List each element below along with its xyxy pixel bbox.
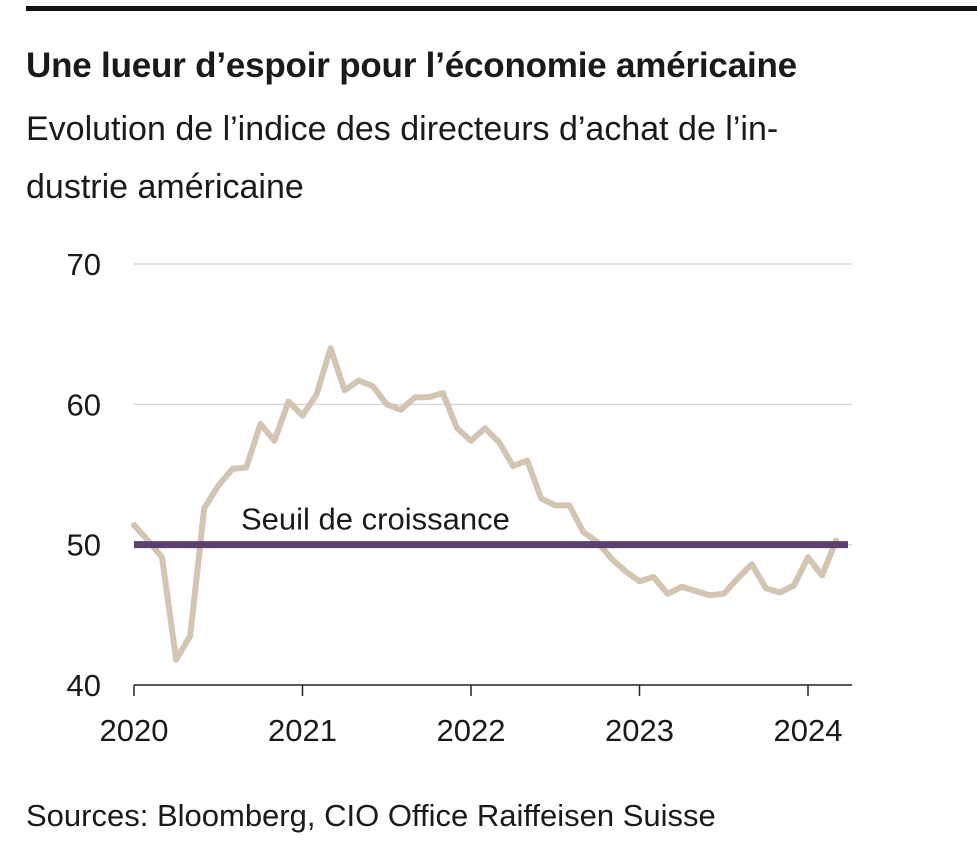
y-tick-label-50: 50 [67, 528, 101, 563]
chart-subtitle: Evolution de l’indice des directeurs d’a… [26, 100, 926, 216]
chart-title: Une lueur d’espoir pour l’économie améri… [26, 46, 797, 85]
x-tick-label-2021: 2021 [268, 713, 337, 748]
x-tick-label-2020: 2020 [100, 713, 169, 748]
x-tick-label-2022: 2022 [437, 713, 506, 748]
y-tick-label-60: 60 [67, 387, 101, 422]
top-rule [26, 6, 977, 11]
y-tick-label-40: 40 [67, 668, 101, 703]
y-tick-label-70: 70 [67, 247, 101, 282]
x-axis [133, 684, 852, 696]
series-layer [131, 345, 840, 663]
x-tick-label-2024: 2024 [774, 713, 843, 748]
source-note: Sources: Bloomberg, CIO Office Raiffeise… [26, 798, 716, 833]
y-axis-tick-labels: 40 50 60 70 [67, 247, 101, 703]
threshold-layer: Seuil de croissance [134, 502, 848, 549]
chart-subtitle-line-2: dustrie américaine [26, 168, 304, 206]
x-axis-tick-labels: 2020 2021 2022 2023 2024 [100, 713, 843, 748]
x-tick-label-2023: 2023 [605, 713, 674, 748]
threshold-label: Seuil de croissance [241, 502, 510, 537]
chart-subtitle-line-1: Evolution de l’indice des directeurs d’a… [26, 110, 779, 148]
series-line-0 [131, 345, 840, 663]
